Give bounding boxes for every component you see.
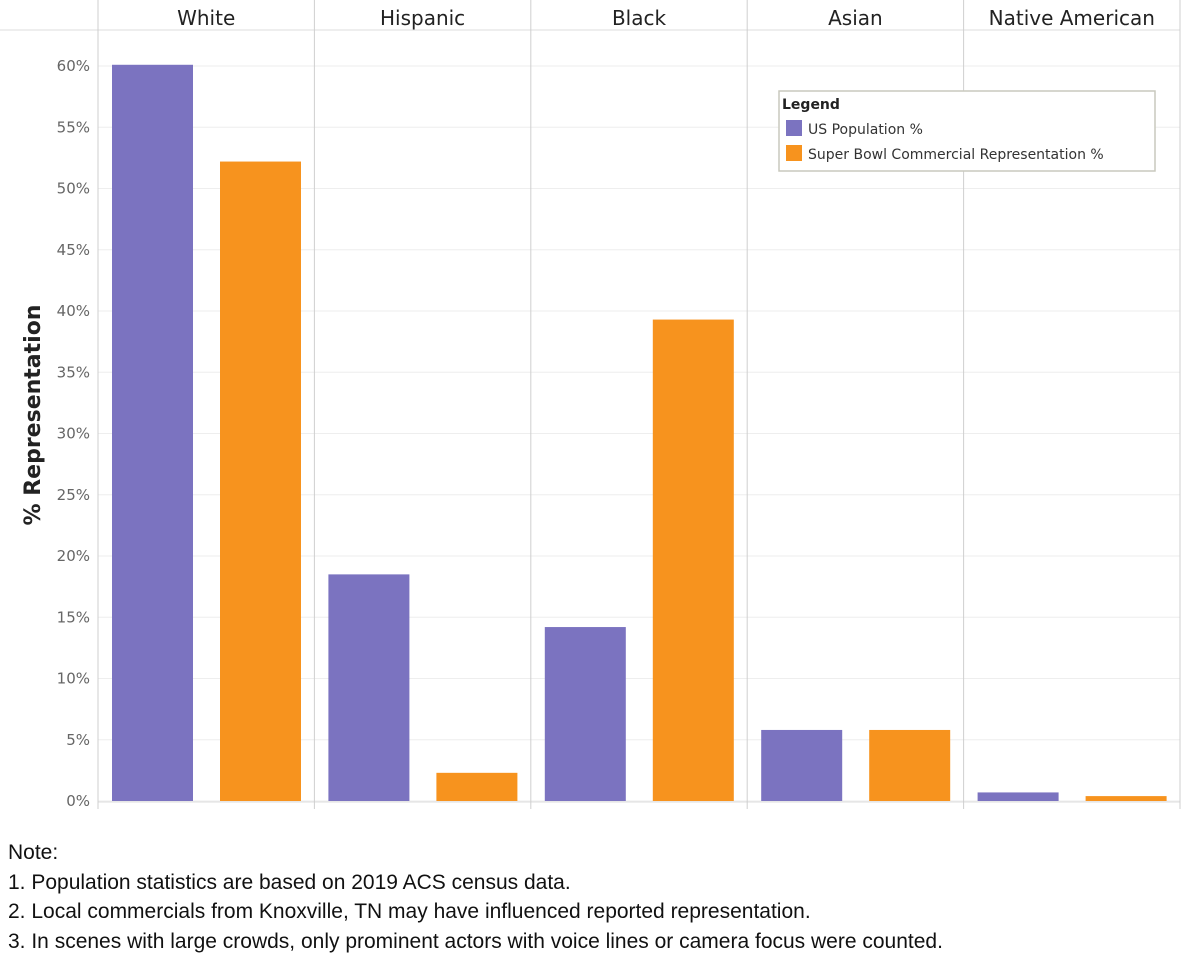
y-tick-label: 35% [57,363,90,381]
y-axis-ticks: 0% 5% 10% 15% 20% 25% 30% 35% 40% 45% 50% 55% 60% [57,57,90,810]
legend-label-super-bowl: Super Bowl Commercial Representation % [808,147,1104,163]
category-label: Native American [989,6,1155,30]
bar-super-bowl-representation [1085,796,1167,801]
bars [112,64,1167,802]
legend-label-us-population: US Population % [808,122,923,138]
y-tick-label: 0% [66,792,90,810]
legend-swatch-super-bowl [786,145,802,161]
bar-super-bowl-representation [652,319,734,801]
y-tick-label: 5% [66,731,90,749]
y-axis-label: % Representation [21,305,46,526]
bar-us-population [544,627,626,801]
y-tick-label: 45% [57,241,90,259]
bar-us-population [761,729,843,801]
bar-super-bowl-representation [436,772,518,801]
category-dividers [97,0,1181,809]
bar-us-population [328,574,410,801]
legend-title: Legend [782,97,840,113]
y-tick-label: 20% [57,547,90,565]
category-label: Black [612,6,667,30]
legend-box [778,90,1156,172]
notes: Note: 1. Population statistics are based… [8,838,943,956]
note-item: 3. In scenes with large crowds, only pro… [8,929,943,953]
category-label: White [177,6,235,30]
bar-chart: 0% 5% 10% 15% 20% 25% 30% 35% 40% 45% 50% 55% 60% Wh… [0,0,1181,810]
y-tick-label: 10% [57,670,90,688]
y-tick-label: 15% [57,608,90,626]
y-tick-label: 30% [57,425,90,443]
y-tick-label: 60% [57,57,90,75]
legend: Legend US Population % Super Bowl Commer… [778,90,1156,172]
note-item: 2. Local commercials from Knoxville, TN … [8,900,811,923]
bar-super-bowl-representation [220,161,301,802]
category-labels: White Hispanic Black Asian Native American [177,6,1155,30]
y-tick-label: 40% [57,302,90,320]
y-tick-label: 50% [57,180,90,198]
legend-swatch-us-population [786,120,802,136]
note-item: 1. Population statistics are based on 20… [8,870,571,894]
bar-super-bowl-representation [869,729,951,801]
y-tick-label: 55% [57,118,90,136]
category-label: Hispanic [380,6,465,30]
category-label: Asian [828,6,883,30]
bar-us-population [977,792,1059,801]
notes-heading: Note: [8,841,59,864]
y-tick-label: 25% [57,486,90,504]
bar-us-population [112,64,193,801]
